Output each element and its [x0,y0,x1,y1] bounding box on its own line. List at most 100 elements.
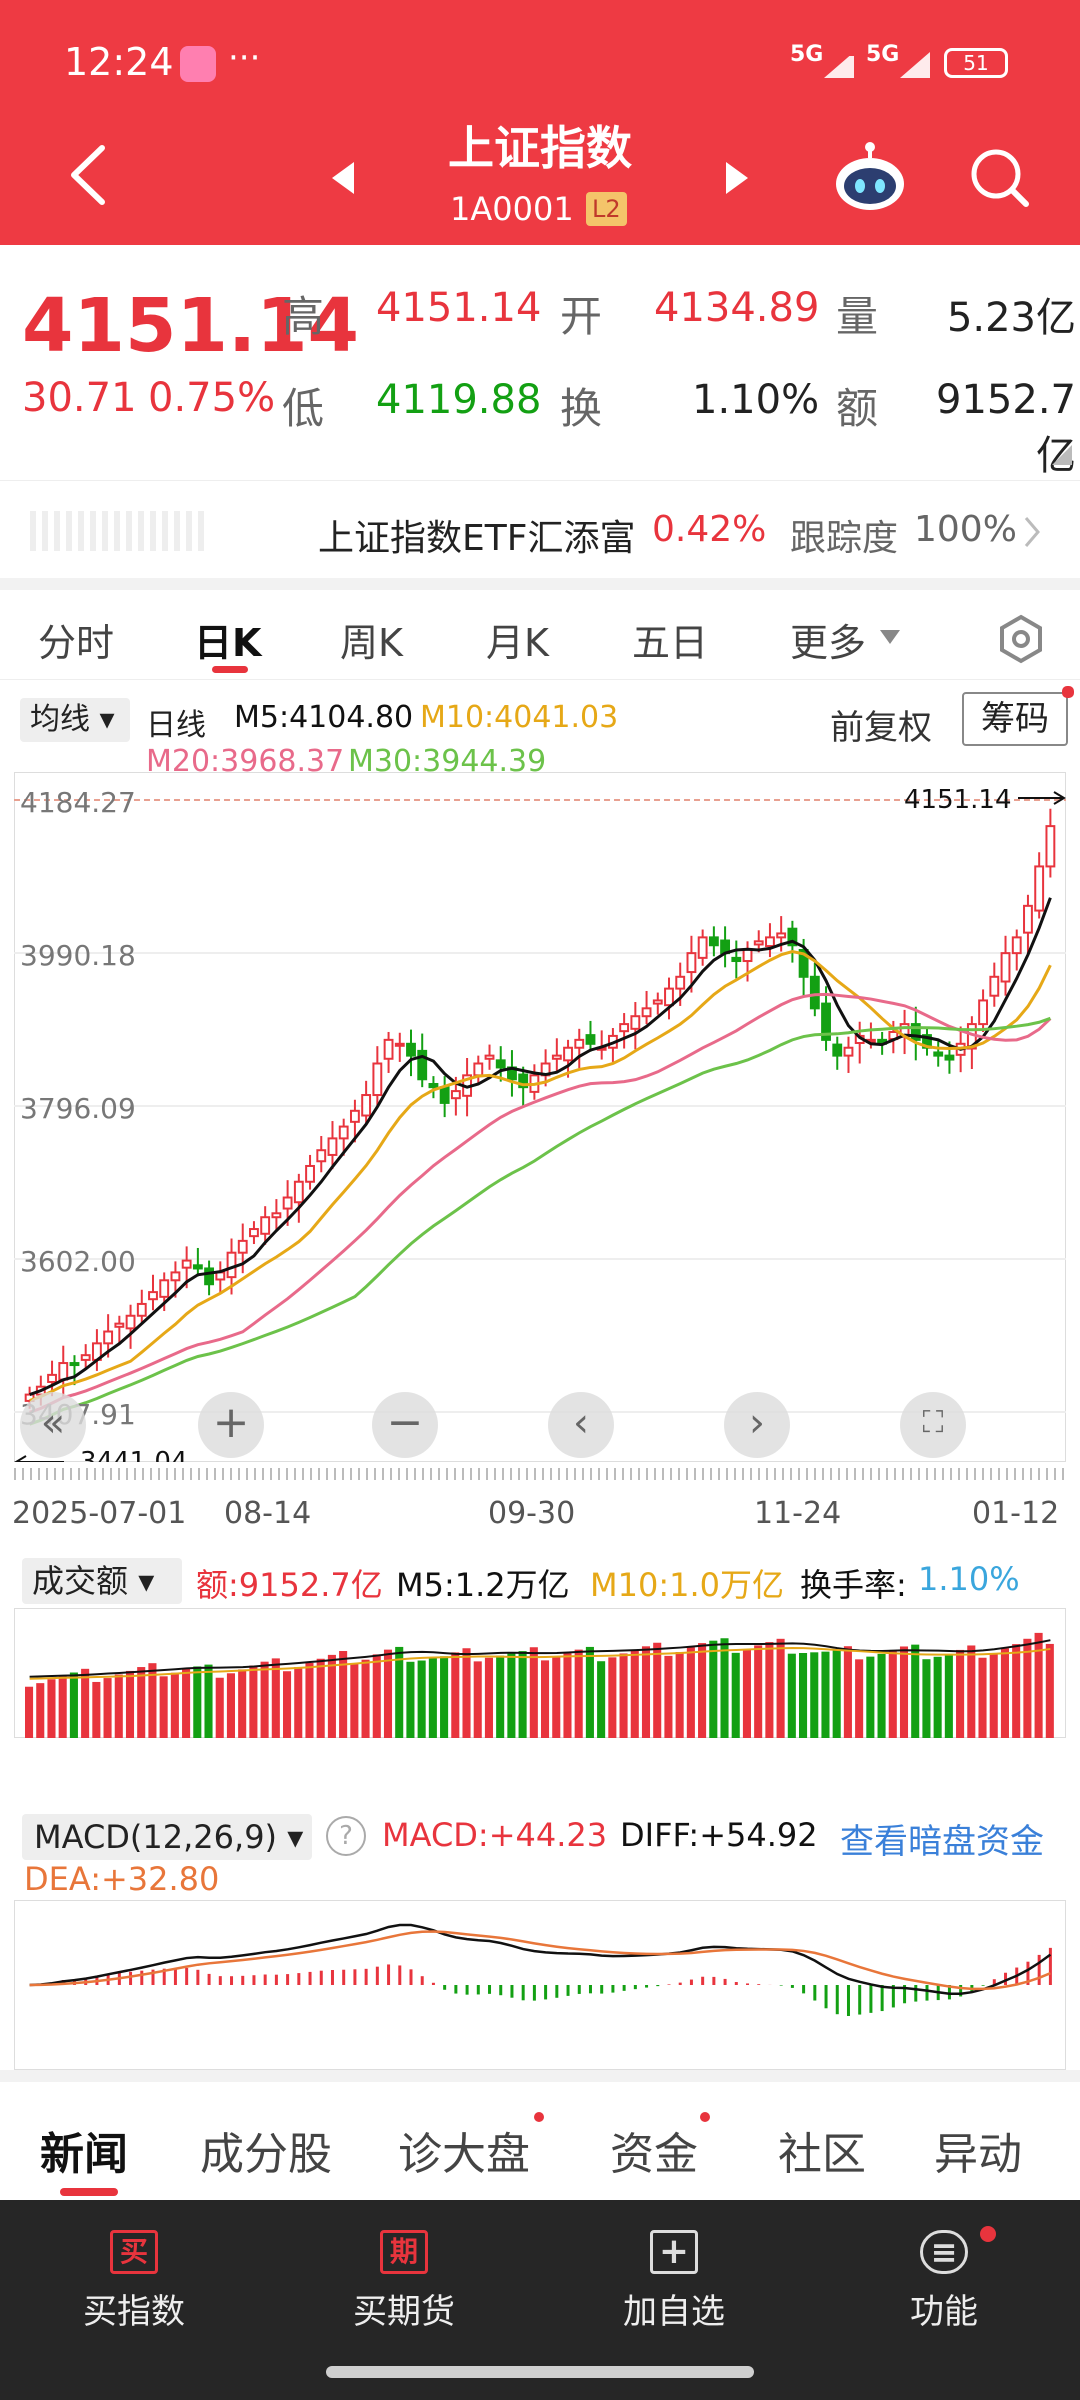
tab-monthly-k[interactable]: 月K [486,621,549,665]
x-tick-1: 08-14 [224,1496,312,1531]
volume-m5: M5:1.2万亿 [396,1566,570,1604]
macd-chart[interactable] [14,1900,1066,2070]
futures-icon: 期 [380,2230,428,2274]
volume-bar [226,1673,235,1738]
macd-select[interactable]: MACD(12,26,9) ▾ [22,1814,312,1860]
tab-constituents[interactable]: 成分股 [200,2129,332,2180]
expand-corner-icon[interactable] [1052,445,1072,465]
candle [327,1137,338,1156]
high-value: 4151.14 [376,285,542,331]
volume-m10: M10:1.0万亿 [590,1566,785,1604]
candle [630,1015,641,1030]
etf-row[interactable]: 上证指数ETF汇添富 0.42% 跟踪度 100% [0,480,1080,580]
dark-pool-link[interactable]: 查看暗盘资金 [840,1822,1044,1862]
tab-weekly-k[interactable]: 周K [340,621,403,665]
help-icon[interactable]: ? [326,1816,366,1856]
candle [80,1354,91,1361]
tab-more[interactable]: 更多 [790,621,867,665]
volume-bar [361,1659,370,1738]
volume-bar [305,1662,314,1738]
signal-bars-icon-2 [900,52,930,78]
candle [181,1259,192,1269]
zoom-in-button[interactable]: + [198,1392,264,1458]
volume-bar [843,1646,852,1738]
volume-bar [36,1683,45,1738]
zoom-out-button[interactable]: − [372,1392,438,1458]
settings-icon[interactable] [996,614,1046,664]
battery-icon: 51 [944,48,1008,78]
prev-index-icon[interactable] [328,158,358,198]
candle [652,999,663,1005]
candle [776,932,787,939]
ma-select[interactable]: 均线 ▾ [20,698,130,742]
candle [675,975,686,990]
price-change-pct: 0.75% [148,375,276,421]
volume-bar [978,1657,987,1738]
amount-value: 9152.7亿 [936,377,1076,479]
tab-news[interactable]: 新闻 [40,2129,128,2180]
scroll-left-button[interactable]: ‹ [548,1392,614,1458]
next-index-icon[interactable] [722,158,752,198]
robot-assistant-icon[interactable] [832,140,908,216]
volume-bar [507,1653,516,1738]
volume-bar [294,1667,303,1738]
volume-bar [754,1645,763,1738]
tab-intraday[interactable]: 分时 [38,621,115,665]
tracking-label: 跟踪度 [790,518,899,559]
y-tick-label: 3990.18 [20,939,136,972]
volume-bar [911,1644,920,1738]
candle [204,1267,215,1286]
candle [338,1125,349,1140]
high-marker-label: 4151.14 [904,785,1012,815]
signal-5g-2: 5G [866,42,900,67]
candle [439,1086,450,1104]
volume-bar [451,1652,460,1738]
tab-capital[interactable]: 资金 [610,2129,698,2180]
volume-bar [720,1638,729,1738]
adjust-label[interactable]: 前复权 [830,708,932,748]
volume-bar [742,1648,751,1738]
volume-bar [81,1668,90,1738]
volume-chart[interactable] [14,1608,1066,1738]
turnover-label: 换 [560,384,603,433]
volume-ma10-line [29,1646,1051,1680]
tab-daily-k[interactable]: 日K [194,621,262,665]
volume-bar [417,1660,426,1738]
back-icon[interactable] [62,140,112,210]
volume-select[interactable]: 成交额 ▾ [22,1558,182,1604]
low-label: 低 [282,384,325,433]
volume-bar [350,1663,359,1738]
chips-button[interactable]: 筹码 [962,692,1068,746]
x-axis-ticks [14,1468,1066,1480]
candle [641,1007,652,1018]
candle [316,1149,327,1163]
candle [293,1180,304,1204]
tab-five-day[interactable]: 五日 [632,621,709,665]
nav-buy-index[interactable]: 买 买指数 [44,2230,224,2333]
tab-diagnose[interactable]: 诊大盘 [398,2129,530,2180]
volume-bar [58,1675,67,1738]
tab-anomaly[interactable]: 异动 [934,2129,1022,2180]
nav-add-watchlist[interactable]: + 加自选 [584,2230,764,2333]
fullscreen-button[interactable]: ⛶ [900,1392,966,1458]
scroll-right-button[interactable]: › [724,1392,790,1458]
tab-community[interactable]: 社区 [778,2129,866,2180]
separator [0,578,1080,590]
candle [585,1034,596,1045]
rewind-button[interactable]: « [20,1392,86,1458]
nav-buy-futures[interactable]: 期 买期货 [314,2230,494,2333]
candle [114,1322,125,1328]
candle [69,1362,80,1367]
volume-bar [967,1645,976,1738]
volume-bar [484,1657,493,1738]
nav-functions[interactable]: ≡ 功能 [854,2230,1034,2333]
volume-bar [630,1649,639,1738]
volume-bar [114,1674,123,1738]
volume-bar [832,1649,841,1738]
ma-select-label: 均线 [30,702,90,737]
nav-buy-index-label: 买指数 [83,2292,185,2332]
candle [148,1291,158,1301]
candle [518,1073,529,1089]
search-icon[interactable] [968,146,1032,210]
